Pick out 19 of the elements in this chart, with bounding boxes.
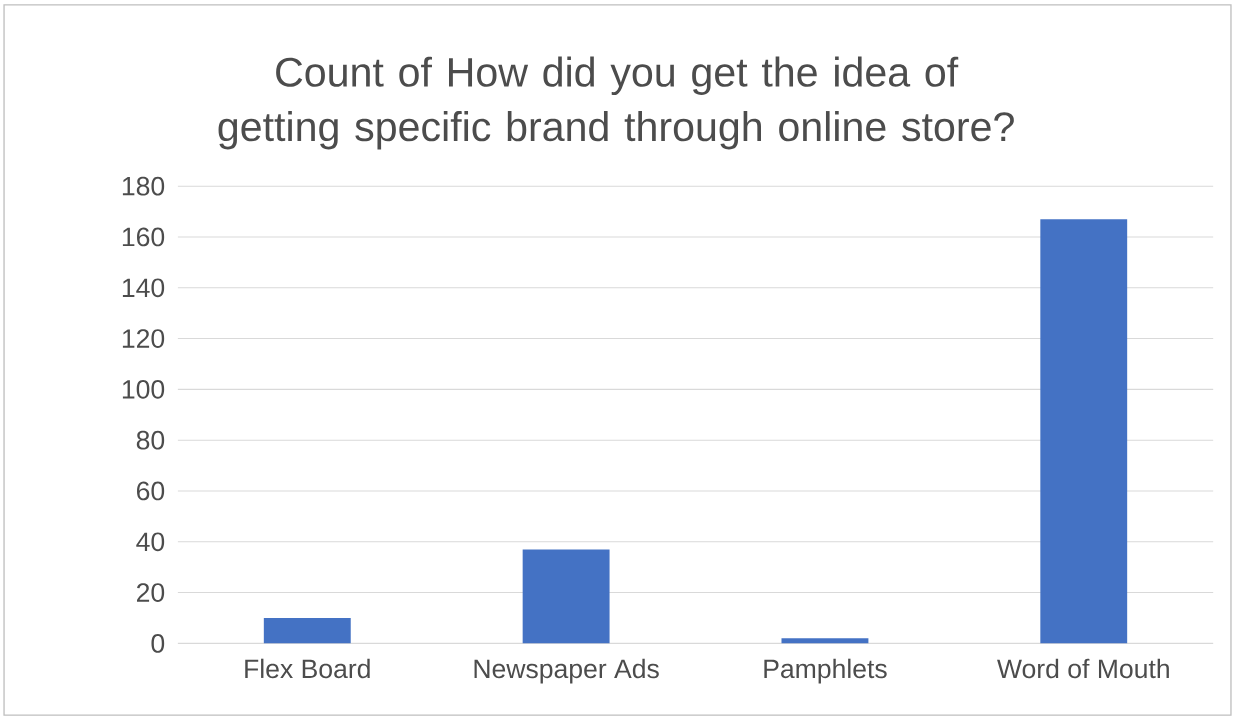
y-tick-label: 0 xyxy=(151,633,165,653)
bar xyxy=(781,638,869,644)
y-tick-label: 160 xyxy=(122,227,165,247)
bar xyxy=(1040,219,1128,644)
x-tick-label: Pamphlets xyxy=(764,658,887,684)
y-tick-label: 60 xyxy=(137,481,165,501)
bar xyxy=(263,617,351,644)
chart-title: Count of How did you get the idea of getting specific brand through online store? xyxy=(218,56,1014,150)
y-tick-label: 140 xyxy=(122,278,165,298)
y-tick-label: 120 xyxy=(122,329,165,348)
y-tick-label: 180 xyxy=(122,176,165,196)
y-tick-label: 40 xyxy=(136,532,165,552)
x-tick-label: Flex Board xyxy=(245,658,370,679)
bar xyxy=(522,549,610,644)
y-tick-label: 20 xyxy=(136,583,165,602)
x-tick-label: Word of Mouth xyxy=(997,658,1169,679)
y-tick-label: 80 xyxy=(136,430,165,450)
x-tick-label: Newspaper Ads xyxy=(474,658,659,684)
y-tick-label: 100 xyxy=(122,379,165,399)
